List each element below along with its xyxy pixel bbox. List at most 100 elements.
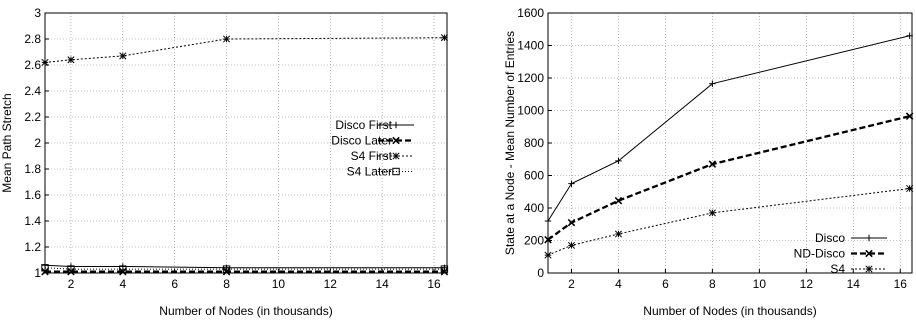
- data-point: [41, 58, 49, 66]
- series-group: [544, 32, 914, 259]
- legend-marker: [865, 234, 873, 242]
- x-tick-label: 8: [709, 277, 716, 291]
- data-point: [41, 262, 49, 269]
- x-tick-label: 10: [753, 277, 767, 291]
- series-disco-first: [41, 262, 448, 271]
- series-s4: [544, 184, 914, 259]
- data-point: [544, 251, 552, 259]
- x-tick-label: 8: [223, 277, 230, 291]
- series-group: [41, 34, 449, 276]
- y-tick-label: 1200: [517, 71, 544, 85]
- chart-state-at-node: 2 4 6 8 10 12 14 16 0 200 400 600 800 1000 1200 1400 160…: [503, 6, 914, 318]
- x-tick-label: 2: [68, 277, 75, 291]
- y-tick-label: 1.2: [24, 240, 41, 254]
- legend-label: S4 Later: [347, 165, 392, 179]
- data-point: [567, 218, 576, 227]
- y-tick-label: 2.4: [24, 84, 41, 98]
- x-tick-label: 14: [375, 277, 389, 291]
- y-tick-label: 2.8: [24, 32, 41, 46]
- axis-ticks: 2 4 6 8 10 12 14 16 0 200 400 600 800 1000 1200 1400 160…: [517, 6, 907, 291]
- x-tick-label: 2: [568, 277, 575, 291]
- legend-entry: S4 First: [351, 149, 414, 163]
- data-point: [709, 80, 716, 87]
- series-disco: [544, 32, 913, 225]
- y-axis-label: Mean Path Stretch: [0, 93, 14, 192]
- data-point: [41, 267, 49, 276]
- y-tick-label: 400: [524, 201, 544, 215]
- x-tick-label: 16: [894, 277, 908, 291]
- data-point: [440, 34, 448, 42]
- series-line: [44, 37, 445, 63]
- series-s4-first: [41, 34, 448, 66]
- data-point: [614, 230, 623, 238]
- y-tick-label: 800: [524, 136, 544, 150]
- x-tick-label: 10: [272, 277, 286, 291]
- y-tick-label: 2.2: [24, 110, 41, 124]
- y-tick-label: 3: [34, 6, 41, 20]
- legend-entry: Disco: [815, 231, 887, 245]
- legend-entry: ND-Disco: [794, 247, 887, 261]
- y-tick-label: 200: [524, 234, 544, 248]
- series-line: [44, 264, 445, 269]
- series-line: [547, 115, 910, 241]
- data-point: [440, 265, 449, 273]
- y-tick-label: 1.6: [24, 188, 41, 202]
- data-point: [905, 112, 914, 120]
- legend-entry: Disco Later: [331, 134, 414, 148]
- data-point: [119, 263, 127, 270]
- legend-label: ND-Disco: [794, 247, 846, 261]
- data-point: [67, 265, 75, 273]
- legend-marker: [392, 152, 400, 160]
- legend-label: Disco: [815, 231, 845, 245]
- data-point: [67, 267, 75, 276]
- data-point: [119, 52, 127, 60]
- data-point: [544, 235, 552, 244]
- data-point: [222, 265, 231, 273]
- y-tick-label: 1.8: [24, 162, 41, 176]
- chart-mean-path-stretch: 2 4 6 8 10 12 14 1611.21.41.61.822.22.42.62.83 …: [0, 6, 449, 318]
- data-point: [222, 35, 231, 43]
- x-axis-label: Number of Nodes (in thousands): [643, 304, 816, 318]
- x-axis-label: Number of Nodes (in thousands): [159, 304, 332, 318]
- y-tick-label: 1.4: [24, 214, 41, 228]
- series-line: [547, 188, 910, 256]
- data-point: [568, 180, 575, 187]
- y-tick-label: 0: [537, 266, 544, 280]
- legend-entry: S4: [830, 262, 887, 276]
- y-tick-label: 1600: [517, 6, 544, 20]
- data-point: [567, 241, 576, 249]
- x-tick-label: 4: [615, 277, 622, 291]
- legend-marker: [865, 249, 873, 258]
- legend-marker: [392, 121, 400, 129]
- legend-entry: S4 Later: [347, 165, 414, 179]
- y-tick-label: 600: [524, 169, 544, 183]
- legend-entry: Disco First: [335, 118, 414, 132]
- y-tick-label: 2: [34, 136, 41, 150]
- legend-marker: [392, 136, 400, 145]
- x-tick-label: 12: [324, 277, 338, 291]
- legend-marker: [392, 167, 400, 176]
- series-nd-disco: [544, 112, 914, 244]
- data-point: [119, 265, 127, 273]
- grid-lines: [548, 12, 912, 274]
- data-point: [440, 267, 449, 276]
- data-point: [708, 160, 717, 168]
- y-tick-label: 1: [34, 266, 41, 280]
- data-point: [544, 217, 552, 225]
- data-point: [615, 157, 622, 165]
- y-tick-label: 1400: [517, 39, 544, 53]
- data-point: [67, 263, 75, 270]
- axis-ticks: 2 4 6 8 10 12 14 16 1 1.2 1.4 1.6 1.8 2 2.2 2.4 2.6 2.8 3: [24, 6, 441, 291]
- data-point: [67, 56, 75, 64]
- legend-label: Disco Later: [331, 134, 392, 148]
- legend-label: Disco First: [335, 118, 392, 132]
- data-point: [614, 196, 623, 205]
- y-axis-label: State at a Node - Mean Number of Entries: [503, 31, 517, 255]
- legend-label: S4 First: [351, 149, 393, 163]
- data-point: [906, 184, 914, 193]
- x-tick-label: 6: [662, 277, 669, 291]
- y-tick-label: 1000: [517, 104, 544, 118]
